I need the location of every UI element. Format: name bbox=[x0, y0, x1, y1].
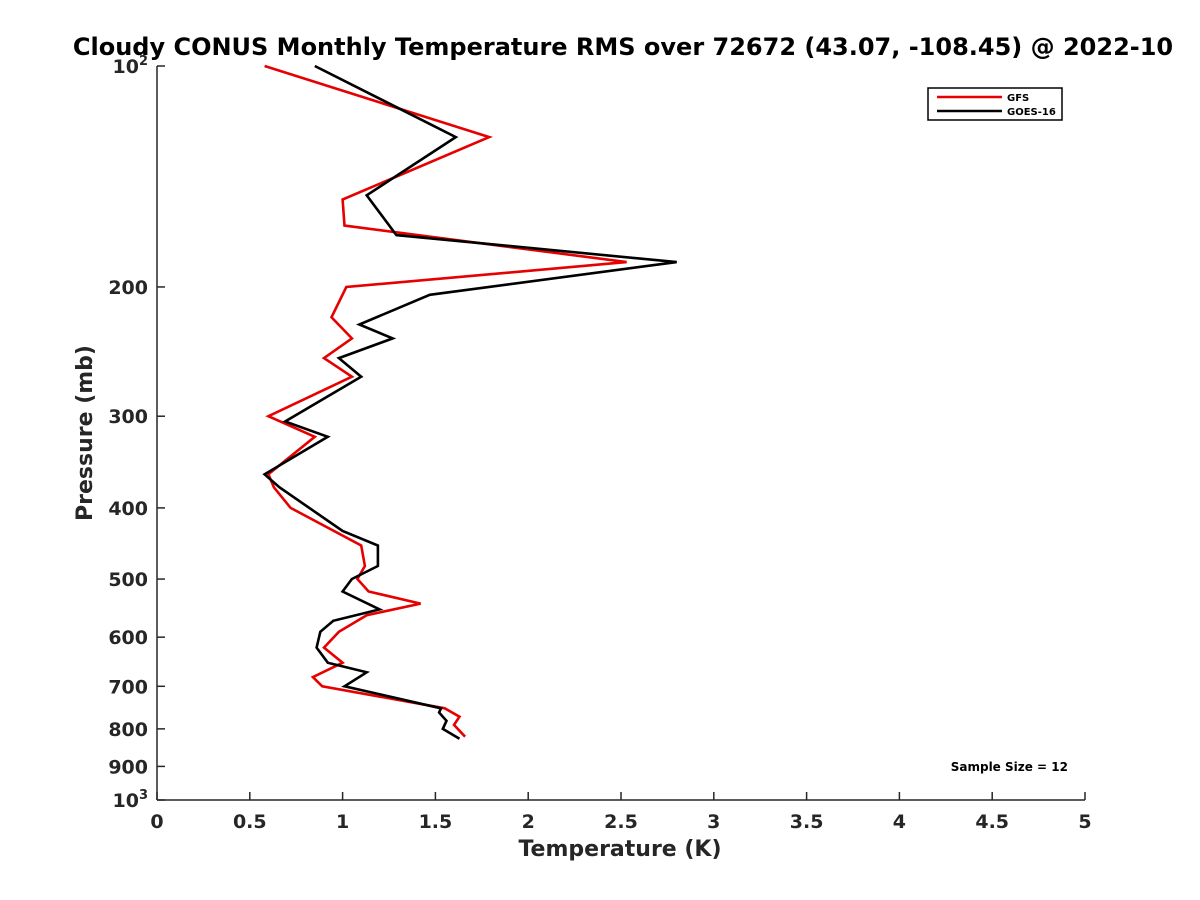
y-tick-label: 400 bbox=[108, 498, 148, 520]
x-axis-label: Temperature (K) bbox=[518, 837, 721, 862]
x-tick-label: 0 bbox=[150, 811, 163, 833]
x-tick-label: 3 bbox=[707, 811, 720, 833]
legend-label: GOES-16 bbox=[1007, 107, 1056, 118]
y-tick-label: 500 bbox=[108, 569, 148, 591]
series-line-gfs bbox=[264, 64, 627, 738]
y-tick-label: 600 bbox=[108, 627, 148, 649]
sample-size-annotation: Sample Size = 12 bbox=[951, 760, 1068, 774]
y-axis-label: Pressure (mb) bbox=[73, 345, 98, 521]
y-tick-label: 300 bbox=[108, 406, 148, 428]
x-tick-label: 4 bbox=[893, 811, 906, 833]
legend-box bbox=[927, 87, 1063, 121]
x-tick-label: 1.5 bbox=[419, 811, 453, 833]
x-tick-label: 3.5 bbox=[790, 811, 824, 833]
plot-area: 0 0.5 1 1.5 2 2.5 3 3.5 4 4.5 5 102 200 300 400 500 600 7… bbox=[108, 54, 1091, 833]
y-tick-label: 800 bbox=[108, 719, 148, 741]
x-tick-label: 5 bbox=[1078, 811, 1091, 833]
x-tick-label: 1 bbox=[336, 811, 349, 833]
y-tick-label: 200 bbox=[108, 277, 148, 299]
x-tick-label: 0.5 bbox=[233, 811, 267, 833]
legend: GFS GOES-16 bbox=[927, 87, 1063, 121]
x-tick-label: 2.5 bbox=[604, 811, 638, 833]
series-line-goes-16 bbox=[262, 64, 677, 740]
x-tick-label: 4.5 bbox=[975, 811, 1009, 833]
legend-label: GFS bbox=[1007, 93, 1029, 104]
x-tick-label: 2 bbox=[522, 811, 535, 833]
y-tick-label: 103 bbox=[113, 788, 149, 812]
y-tick-label: 102 bbox=[113, 54, 149, 78]
y-tick-label: 900 bbox=[108, 756, 148, 778]
y-tick-label: 700 bbox=[108, 676, 148, 698]
chart-title: Cloudy CONUS Monthly Temperature RMS ove… bbox=[73, 33, 1173, 61]
